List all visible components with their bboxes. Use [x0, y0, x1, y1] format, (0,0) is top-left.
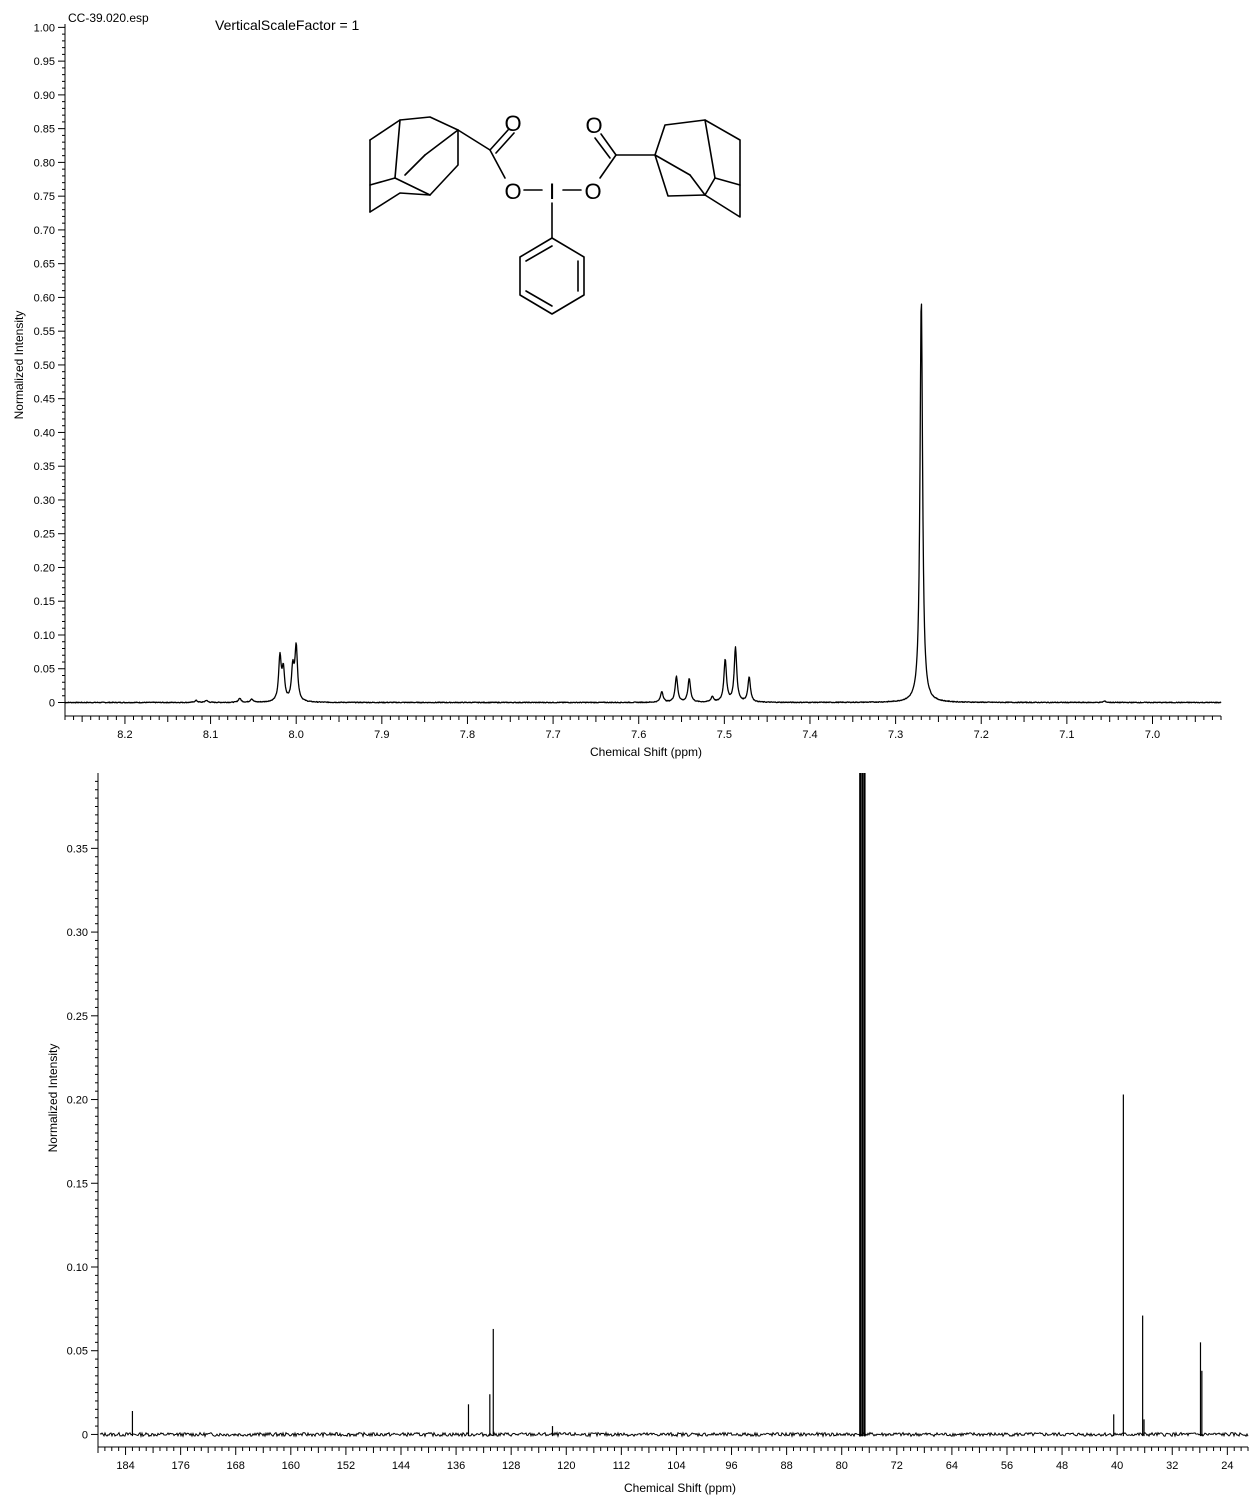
y-tick-label: 0.15 — [34, 596, 55, 608]
x-tick-label: 152 — [337, 1460, 355, 1472]
y-ticks: 0 0.05 0.10 0.15 0.20 0.25 0.30 0.35 0.40 0.45 0.5… — [34, 22, 65, 709]
y-tick-label: 0.50 — [34, 360, 55, 372]
y-tick-label: 0.35 — [67, 843, 88, 855]
x-tick-label: 7.4 — [802, 729, 817, 741]
x-tick-label: 8.2 — [117, 729, 132, 741]
y-tick-label: 0.25 — [34, 529, 55, 541]
x-tick-label: 7.3 — [888, 729, 903, 741]
y-tick-label: 0.15 — [67, 1178, 88, 1190]
y-tick-label: 0.35 — [34, 461, 55, 473]
x-axis-title: Chemical Shift (ppm) — [624, 1481, 736, 1495]
x-tick-label: 184 — [116, 1460, 134, 1472]
atom-o-ether-right: O — [584, 179, 601, 204]
x-tick-label: 7.5 — [717, 729, 732, 741]
iodine-center-bonds — [523, 189, 582, 239]
x-tick-label: 104 — [667, 1460, 685, 1472]
x-tick-label: 8.1 — [203, 729, 218, 741]
x-tick-label: 64 — [946, 1460, 958, 1472]
y-tick-label: 0.80 — [34, 157, 55, 169]
x-tick-label: 7.7 — [545, 729, 560, 741]
structure-atom-labels: O O O I O — [504, 111, 602, 204]
x-tick-label: 32 — [1166, 1460, 1178, 1472]
y-tick-label: 0 — [82, 1429, 88, 1441]
x-tick-label: 8.0 — [289, 729, 304, 741]
x-tick-label: 144 — [392, 1460, 410, 1472]
x-tick-label: 40 — [1111, 1460, 1123, 1472]
x-tick-label: 7.8 — [460, 729, 475, 741]
y-tick-label: 0.30 — [67, 927, 88, 939]
x-ticks: 184 176 168 160 152 144 136 128 120 112 104 96 88 80 7… — [97, 1447, 1249, 1472]
carbon-spectrum-panel: Normalized Intensity Chemical Shift (ppm… — [46, 773, 1249, 1495]
carbon-peak-lines — [131, 773, 1203, 1437]
x-tick-label: 80 — [836, 1460, 848, 1472]
x-tick-label: 48 — [1056, 1460, 1068, 1472]
y-tick-label: 0.30 — [34, 495, 55, 507]
y-tick-label: 0.10 — [67, 1262, 88, 1274]
atom-o-ether-left: O — [504, 179, 521, 204]
x-tick-label: 168 — [227, 1460, 245, 1472]
left-ester-group — [489, 129, 515, 179]
y-tick-label: 0.75 — [34, 191, 55, 203]
y-tick-label: 0.05 — [34, 664, 55, 676]
left-adamantane-ring — [369, 116, 491, 213]
x-tick-label: 72 — [891, 1460, 903, 1472]
x-tick-label: 7.6 — [631, 729, 646, 741]
peak-markers — [196, 297, 1105, 701]
y-tick-label: 0.25 — [67, 1011, 88, 1023]
x-tick-label: 160 — [282, 1460, 300, 1472]
y-tick-label: 0.70 — [34, 225, 55, 237]
x-tick-label: 112 — [613, 1460, 631, 1472]
y-tick-label: 0.60 — [34, 292, 55, 304]
x-tick-label: 120 — [557, 1460, 575, 1472]
y-tick-label: 0.85 — [34, 124, 55, 136]
y-tick-label: 0.55 — [34, 326, 55, 338]
x-ticks: 8.2 8.1 8.0 7.9 7.8 7.7 7.6 7.5 7.4 7.3 7.2 7.1 7.0 — [64, 716, 1222, 741]
x-tick-label: 7.9 — [374, 729, 389, 741]
phenyl-ring — [519, 237, 585, 315]
y-tick-label: 0.95 — [34, 56, 55, 68]
y-tick-label: 0.90 — [34, 90, 55, 102]
y-tick-label: 0.20 — [67, 1095, 88, 1107]
carbon-baseline-noise — [99, 1431, 1249, 1439]
y-tick-label: 0.05 — [67, 1346, 88, 1358]
y-axis-title: Normalized Intensity — [12, 311, 26, 420]
vertical-scale-label: VerticalScaleFactor = 1 — [215, 17, 360, 33]
right-adamantane-ring — [654, 119, 741, 218]
y-tick-label: 0.20 — [34, 562, 55, 574]
y-tick-label: 0.45 — [34, 394, 55, 406]
atom-o-carbonyl-right: O — [585, 113, 602, 138]
x-tick-label: 7.1 — [1059, 729, 1074, 741]
atom-o-carbonyl-left: O — [504, 111, 521, 136]
right-ester-group — [594, 133, 656, 179]
x-tick-label: 56 — [1001, 1460, 1013, 1472]
proton-spectrum-trace — [64, 303, 1222, 704]
y-ticks: 0 0.05 0.10 0.15 0.20 0.25 0.30 0.35 — [67, 780, 98, 1441]
x-axis-title: Chemical Shift (ppm) — [590, 745, 702, 759]
x-tick-label: 136 — [447, 1460, 465, 1472]
x-tick-label: 96 — [725, 1460, 737, 1472]
atom-iodine: I — [549, 179, 555, 204]
x-tick-label: 128 — [502, 1460, 520, 1472]
y-tick-label: 0 — [49, 697, 55, 709]
y-tick-label: 0.10 — [34, 630, 55, 642]
proton-spectrum-panel: CC-39.020.esp VerticalScaleFactor = 1 No… — [12, 11, 1222, 759]
file-label: CC-39.020.esp — [68, 11, 149, 25]
x-tick-label: 176 — [171, 1460, 189, 1472]
y-tick-label: 1.00 — [34, 22, 55, 34]
y-tick-label: 0.65 — [34, 259, 55, 271]
y-axis-title: Normalized Intensity — [46, 1044, 60, 1153]
x-tick-label: 7.2 — [974, 729, 989, 741]
x-tick-label: 24 — [1221, 1460, 1233, 1472]
y-tick-label: 0.40 — [34, 427, 55, 439]
x-tick-label: 7.0 — [1145, 729, 1160, 741]
x-tick-label: 88 — [780, 1460, 792, 1472]
chemical-structure — [369, 116, 741, 315]
